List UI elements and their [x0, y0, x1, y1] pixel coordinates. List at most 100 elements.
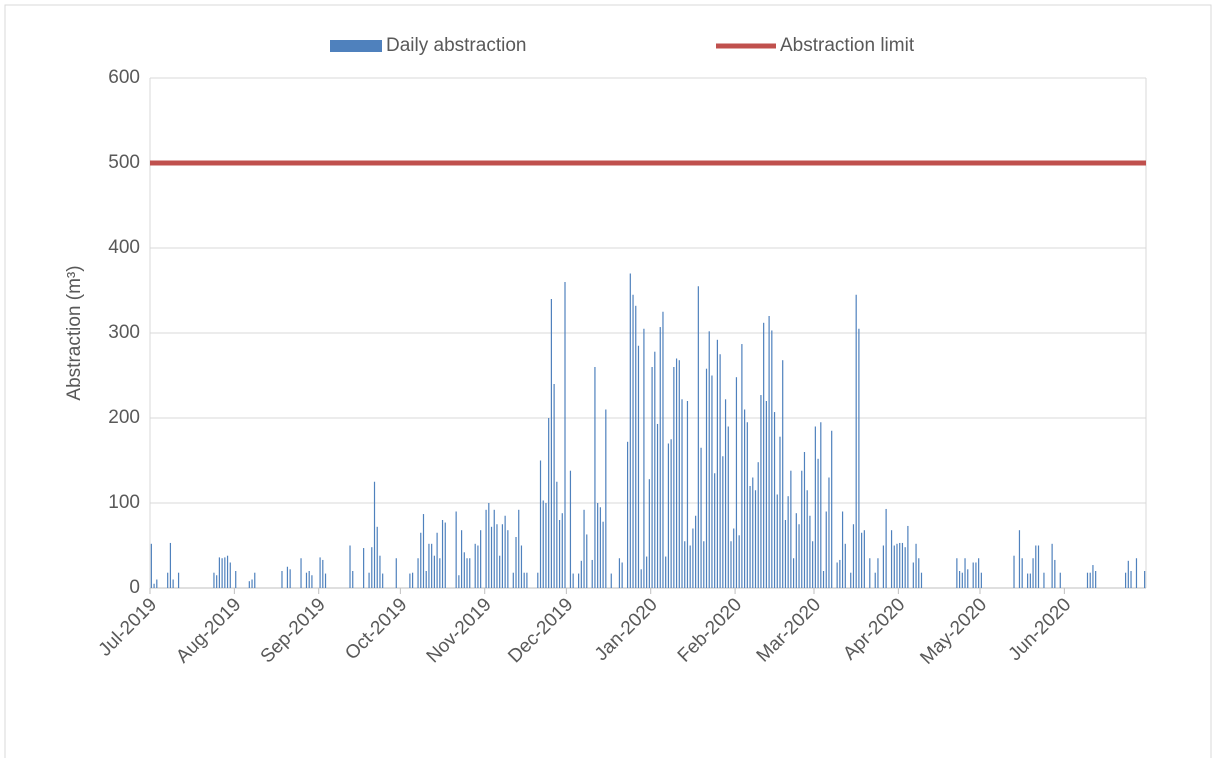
bar: [643, 328, 645, 588]
bar: [564, 282, 566, 588]
bar: [1021, 558, 1023, 588]
bar: [319, 557, 321, 588]
y-axis-label: Abstraction (m³): [64, 265, 85, 400]
bar: [893, 545, 895, 588]
bar: [708, 331, 710, 588]
bar: [855, 294, 857, 588]
bar: [558, 520, 561, 588]
bar: [371, 547, 373, 588]
bar: [673, 367, 675, 588]
bar: [556, 481, 558, 588]
bar: [681, 399, 683, 588]
bar: [591, 559, 593, 588]
bar: [1095, 571, 1097, 588]
bar: [379, 555, 381, 588]
bar: [1054, 559, 1056, 588]
bar: [844, 543, 846, 588]
bar: [352, 571, 354, 588]
bar: [695, 515, 697, 588]
bar: [839, 559, 841, 588]
bar: [542, 500, 544, 588]
bar: [621, 562, 623, 588]
bar: [817, 458, 819, 588]
bar: [504, 515, 506, 588]
bar: [444, 522, 446, 588]
bar: [809, 515, 811, 588]
bar: [507, 530, 509, 588]
bar: [651, 367, 653, 588]
bar: [869, 558, 871, 588]
bar: [790, 470, 792, 588]
bar: [771, 330, 773, 588]
bar: [752, 477, 754, 588]
bar: [248, 581, 250, 588]
y-tick-label: 0: [129, 577, 140, 598]
bar: [602, 521, 604, 588]
bar: [1089, 572, 1091, 588]
bar: [569, 470, 572, 588]
bar: [455, 511, 457, 588]
bar: [493, 509, 495, 588]
bar: [724, 399, 727, 588]
bar: [431, 543, 433, 588]
bar: [373, 481, 376, 588]
bar: [368, 572, 370, 588]
bar: [667, 443, 670, 588]
bar: [578, 573, 580, 588]
bar: [561, 513, 563, 588]
bar: [213, 572, 215, 588]
bar: [967, 569, 969, 588]
bar: [586, 534, 588, 588]
bar: [648, 479, 650, 588]
bar: [801, 470, 803, 588]
bar: [610, 573, 612, 588]
bar: [670, 439, 672, 588]
bar: [814, 426, 816, 588]
bar: [439, 558, 441, 588]
bar: [719, 354, 721, 588]
bar: [831, 430, 833, 588]
bar: [349, 545, 351, 588]
bar: [956, 558, 958, 588]
bar: [218, 557, 220, 588]
bar: [436, 532, 438, 588]
bar: [899, 542, 901, 588]
bar: [1013, 555, 1015, 588]
bar: [850, 572, 852, 588]
bar: [460, 530, 463, 588]
bar: [496, 524, 498, 588]
bar: [469, 558, 471, 588]
bar: [806, 490, 808, 588]
bar: [539, 460, 542, 588]
bar: [961, 572, 963, 588]
legend-label: Daily abstraction: [386, 35, 526, 56]
bar: [768, 316, 770, 588]
bar: [763, 322, 765, 588]
bar: [441, 520, 444, 588]
bar: [308, 571, 310, 588]
bar: [632, 294, 634, 588]
bar: [822, 571, 825, 588]
legend-swatch: [330, 40, 382, 52]
bar: [150, 543, 152, 588]
bar: [428, 543, 430, 588]
bar: [746, 422, 748, 588]
bar: [656, 423, 659, 588]
bar: [1086, 572, 1089, 588]
bar: [665, 556, 667, 588]
bar: [972, 562, 974, 588]
bar: [915, 543, 917, 588]
legend-label: Abstraction limit: [780, 35, 915, 56]
bar: [858, 328, 860, 588]
bar: [501, 524, 504, 588]
bar: [890, 530, 893, 588]
y-tick-label: 100: [108, 492, 140, 513]
y-tick-label: 200: [108, 407, 140, 428]
bar: [714, 473, 716, 588]
bar: [221, 558, 223, 588]
bar: [757, 462, 759, 588]
bar: [907, 525, 909, 588]
bar: [820, 422, 822, 588]
bar: [520, 545, 523, 588]
